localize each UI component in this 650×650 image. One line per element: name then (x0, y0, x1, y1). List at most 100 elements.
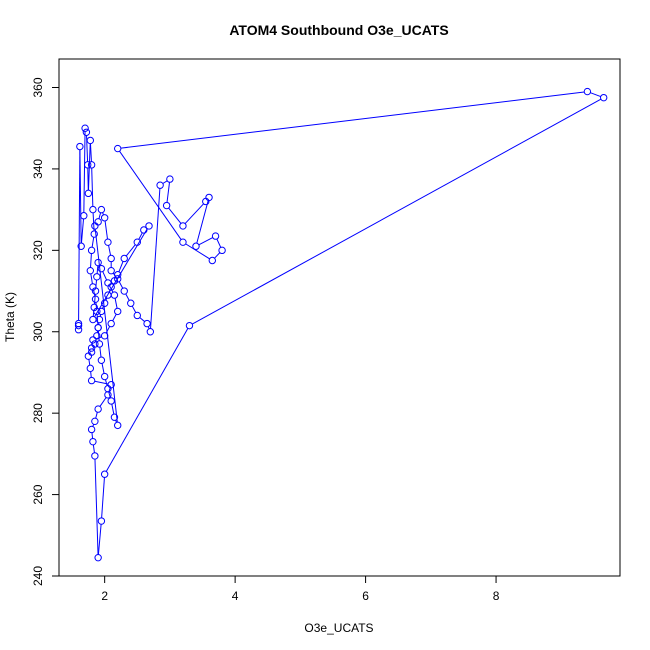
series-segment (119, 150, 182, 240)
series-segment (216, 238, 222, 248)
data-point (114, 307, 122, 316)
series-segment (95, 302, 97, 309)
data-point (97, 205, 106, 214)
data-point (100, 372, 109, 381)
series-segment (104, 220, 108, 240)
data-point (89, 283, 97, 291)
data-point (91, 295, 100, 303)
data-point (120, 254, 128, 263)
data-point (95, 340, 104, 348)
data-point (110, 291, 119, 299)
series-segment (92, 444, 95, 453)
data-point (114, 144, 122, 153)
x-tick-label: 4 (232, 589, 239, 603)
data-point (599, 93, 608, 102)
data-point (86, 364, 95, 373)
data-point (97, 307, 106, 316)
series-segment (112, 313, 117, 322)
series-o3e-ucats (74, 87, 608, 562)
data-point (185, 321, 194, 330)
data-point (84, 352, 93, 360)
series-segment (96, 314, 99, 325)
series-segment (108, 245, 112, 256)
series-segment (94, 228, 148, 318)
data-point (93, 273, 101, 281)
data-point (162, 201, 171, 210)
data-point (110, 413, 119, 421)
series-segment (91, 168, 94, 207)
data-point (107, 380, 115, 389)
series-segment (131, 305, 137, 313)
data-point (143, 319, 151, 328)
data-point (89, 205, 97, 214)
series-segment (138, 232, 143, 240)
data-point (82, 128, 91, 136)
data-point (107, 266, 115, 275)
data-point (97, 264, 106, 273)
series-segment (108, 387, 111, 392)
data-point (114, 421, 122, 430)
data-point (93, 332, 101, 340)
data-point (94, 323, 102, 332)
series-segment (88, 359, 91, 366)
data-point (133, 311, 141, 320)
data-point (104, 238, 112, 246)
data-point (87, 161, 96, 169)
data-point (95, 315, 104, 324)
data-point (107, 319, 115, 328)
series-segment (114, 298, 118, 309)
data-point (91, 222, 99, 230)
data-point (104, 391, 112, 399)
y-tick-label: 260 (31, 484, 45, 504)
data-point (86, 266, 95, 275)
data-point (179, 222, 187, 230)
data-point (100, 214, 109, 222)
data-point (127, 299, 135, 307)
series-segment (78, 149, 81, 321)
data-point (84, 161, 92, 169)
data-point (84, 189, 93, 198)
series-segment (125, 293, 130, 301)
data-point (87, 348, 96, 356)
data-point (133, 238, 141, 246)
series-segment (125, 244, 136, 257)
x-tick-label: 6 (362, 589, 369, 603)
series-segment (198, 237, 213, 246)
data-point (90, 303, 98, 312)
series-segment (101, 363, 105, 374)
data-point (74, 319, 83, 328)
data-point (89, 315, 97, 324)
data-point (97, 517, 106, 525)
series-segment (196, 200, 209, 244)
data-point (140, 226, 148, 234)
series-segment (120, 91, 585, 149)
series-segment (92, 212, 95, 231)
data-point (100, 470, 109, 478)
data-point (208, 256, 216, 265)
x-tick-label: 8 (493, 589, 500, 603)
y-tick-label: 240 (31, 566, 45, 586)
series-segment (80, 218, 85, 244)
series-segment (94, 380, 109, 385)
data-point (87, 425, 96, 434)
data-point (104, 279, 112, 287)
series-segment (162, 180, 168, 184)
y-tick-label: 320 (31, 240, 45, 260)
data-point (110, 277, 119, 285)
data-point (146, 328, 155, 336)
data-point (166, 175, 174, 183)
data-point (81, 124, 89, 132)
data-point (107, 397, 115, 405)
data-point (94, 405, 102, 413)
data-point (80, 212, 88, 220)
y-tick-label: 300 (31, 321, 45, 341)
y-tick-label: 280 (31, 403, 45, 423)
series-segment (90, 273, 93, 284)
series-segment (99, 397, 107, 407)
series-segment (98, 212, 102, 219)
series-segment (168, 207, 182, 224)
series-segment (192, 98, 602, 325)
series-segment (150, 188, 161, 329)
data-point (192, 242, 200, 250)
